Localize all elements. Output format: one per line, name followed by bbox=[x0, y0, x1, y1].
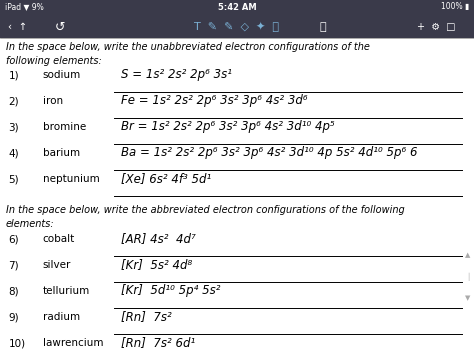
Text: [Rn]  7s²: [Rn] 7s² bbox=[121, 310, 172, 323]
Text: 6): 6) bbox=[9, 234, 19, 244]
Text: sodium: sodium bbox=[43, 70, 81, 80]
Text: 🎤: 🎤 bbox=[319, 22, 326, 32]
Text: 7): 7) bbox=[9, 260, 19, 270]
Text: ↺: ↺ bbox=[55, 21, 65, 33]
Text: Ba = 1s² 2s² 2p⁶ 3s² 3p⁶ 4s² 3d¹⁰ 4p 5s² 4d¹⁰ 5p⁶ 6: Ba = 1s² 2s² 2p⁶ 3s² 3p⁶ 4s² 3d¹⁰ 4p 5s²… bbox=[121, 146, 418, 159]
Text: ‹  ↑: ‹ ↑ bbox=[8, 22, 27, 32]
Text: [Kr]  5d¹⁰ 5p⁴ 5s²: [Kr] 5d¹⁰ 5p⁴ 5s² bbox=[121, 284, 220, 297]
Text: cobalt: cobalt bbox=[43, 234, 75, 244]
Text: ▲: ▲ bbox=[465, 253, 470, 258]
Text: radium: radium bbox=[43, 312, 80, 322]
Text: iron: iron bbox=[43, 96, 63, 106]
Text: 5): 5) bbox=[9, 174, 19, 184]
Text: 10): 10) bbox=[9, 338, 26, 348]
Text: In the space below, write the unabbreviated electron configurations of the
follo: In the space below, write the unabbrevia… bbox=[6, 42, 370, 66]
Text: T  ✎  ✎  ◇  ✦  🔵: T ✎ ✎ ◇ ✦ 🔵 bbox=[194, 22, 280, 32]
Text: +  ⚙  □: + ⚙ □ bbox=[418, 22, 456, 32]
Text: barium: barium bbox=[43, 148, 80, 158]
Text: bromine: bromine bbox=[43, 122, 86, 132]
Text: [Xe] 6s² 4f³ 5d¹: [Xe] 6s² 4f³ 5d¹ bbox=[121, 172, 211, 185]
Text: Fe = 1s² 2s² 2p⁶ 3s² 3p⁶ 4s² 3d⁶: Fe = 1s² 2s² 2p⁶ 3s² 3p⁶ 4s² 3d⁶ bbox=[121, 94, 308, 107]
Text: │: │ bbox=[466, 273, 470, 281]
Text: 3): 3) bbox=[9, 122, 19, 132]
Text: 2): 2) bbox=[9, 96, 19, 106]
Text: tellurium: tellurium bbox=[43, 286, 90, 296]
Bar bbox=[0, 0, 474, 38]
Text: 4): 4) bbox=[9, 148, 19, 158]
Text: neptunium: neptunium bbox=[43, 174, 100, 184]
Text: [AR] 4s²  4d⁷: [AR] 4s² 4d⁷ bbox=[121, 232, 196, 245]
Text: S = 1s² 2s² 2p⁶ 3s¹: S = 1s² 2s² 2p⁶ 3s¹ bbox=[121, 68, 232, 81]
Text: 1): 1) bbox=[9, 70, 19, 80]
Text: iPad ▼ 9%: iPad ▼ 9% bbox=[5, 2, 44, 11]
Text: Br = 1s² 2s² 2p⁶ 3s² 3p⁶ 4s² 3d¹⁰ 4p⁵: Br = 1s² 2s² 2p⁶ 3s² 3p⁶ 4s² 3d¹⁰ 4p⁵ bbox=[121, 120, 335, 133]
Text: 5:42 AM: 5:42 AM bbox=[218, 2, 256, 11]
Text: [Kr]  5s² 4d⁸: [Kr] 5s² 4d⁸ bbox=[121, 258, 192, 271]
Text: 8): 8) bbox=[9, 286, 19, 296]
Text: ▼: ▼ bbox=[465, 295, 470, 301]
Text: lawrencium: lawrencium bbox=[43, 338, 103, 348]
Text: 100% ▮: 100% ▮ bbox=[441, 2, 469, 11]
Text: In the space below, write the abbreviated electron configurations of the followi: In the space below, write the abbreviate… bbox=[6, 205, 405, 229]
Text: silver: silver bbox=[43, 260, 71, 270]
Text: [Rn]  7s² 6d¹: [Rn] 7s² 6d¹ bbox=[121, 336, 195, 349]
Text: 9): 9) bbox=[9, 312, 19, 322]
